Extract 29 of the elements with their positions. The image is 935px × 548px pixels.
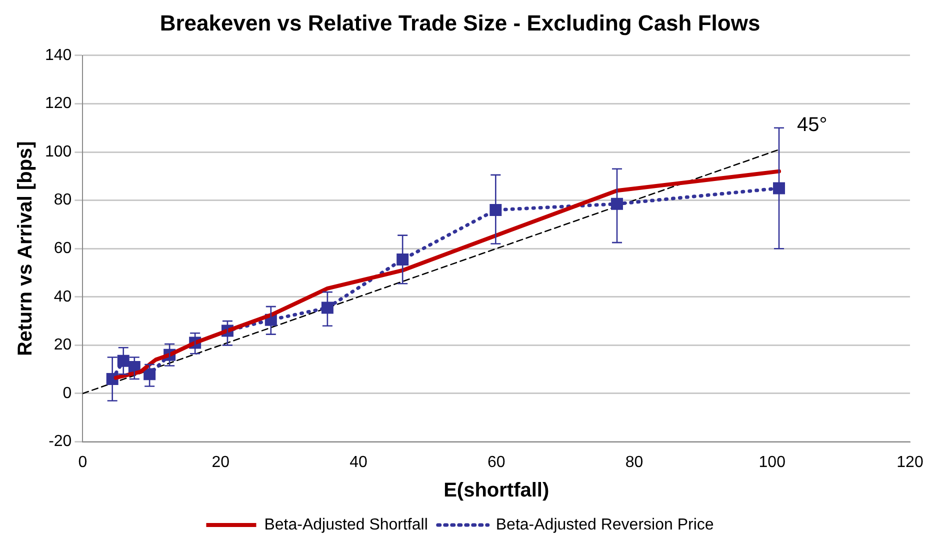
x-tick-label: 40 bbox=[350, 454, 368, 471]
legend-label: Beta-Adjusted Shortfall bbox=[264, 516, 428, 534]
x-tick-label: 0 bbox=[78, 454, 88, 471]
x-tick-label: 80 bbox=[625, 454, 644, 471]
y-tick-label: 40 bbox=[54, 288, 72, 306]
x-tick-label: 120 bbox=[896, 454, 924, 471]
y-tick-label: -20 bbox=[48, 433, 72, 450]
y-tick-label: 60 bbox=[54, 240, 72, 258]
point bbox=[490, 204, 502, 216]
y-tick-label: 140 bbox=[44, 46, 72, 64]
x-tick-label: 20 bbox=[212, 454, 230, 471]
point bbox=[773, 182, 786, 194]
chart-title: Breakeven vs Relative Trade Size - Excluding Cash Flows bbox=[160, 10, 760, 36]
point bbox=[117, 354, 130, 367]
y-tick-label: 100 bbox=[44, 143, 72, 160]
y-axis-title: Return vs Arrival [bps] bbox=[14, 141, 37, 356]
x-tick-label: 100 bbox=[758, 454, 786, 471]
legend-label: Beta-Adjusted Reversion Price bbox=[496, 516, 714, 534]
point bbox=[144, 368, 156, 380]
y-tick-label: 120 bbox=[44, 95, 72, 112]
x-tick-label: 60 bbox=[487, 454, 506, 471]
point bbox=[396, 253, 409, 266]
x-axis-title: E(shortfall) bbox=[444, 480, 550, 502]
y-tick-label: 80 bbox=[54, 192, 72, 209]
point bbox=[611, 198, 623, 210]
y-tick-label: 0 bbox=[62, 384, 72, 402]
point bbox=[321, 302, 334, 314]
y-tick-label: 20 bbox=[54, 336, 72, 354]
annotation: 45° bbox=[797, 114, 828, 136]
